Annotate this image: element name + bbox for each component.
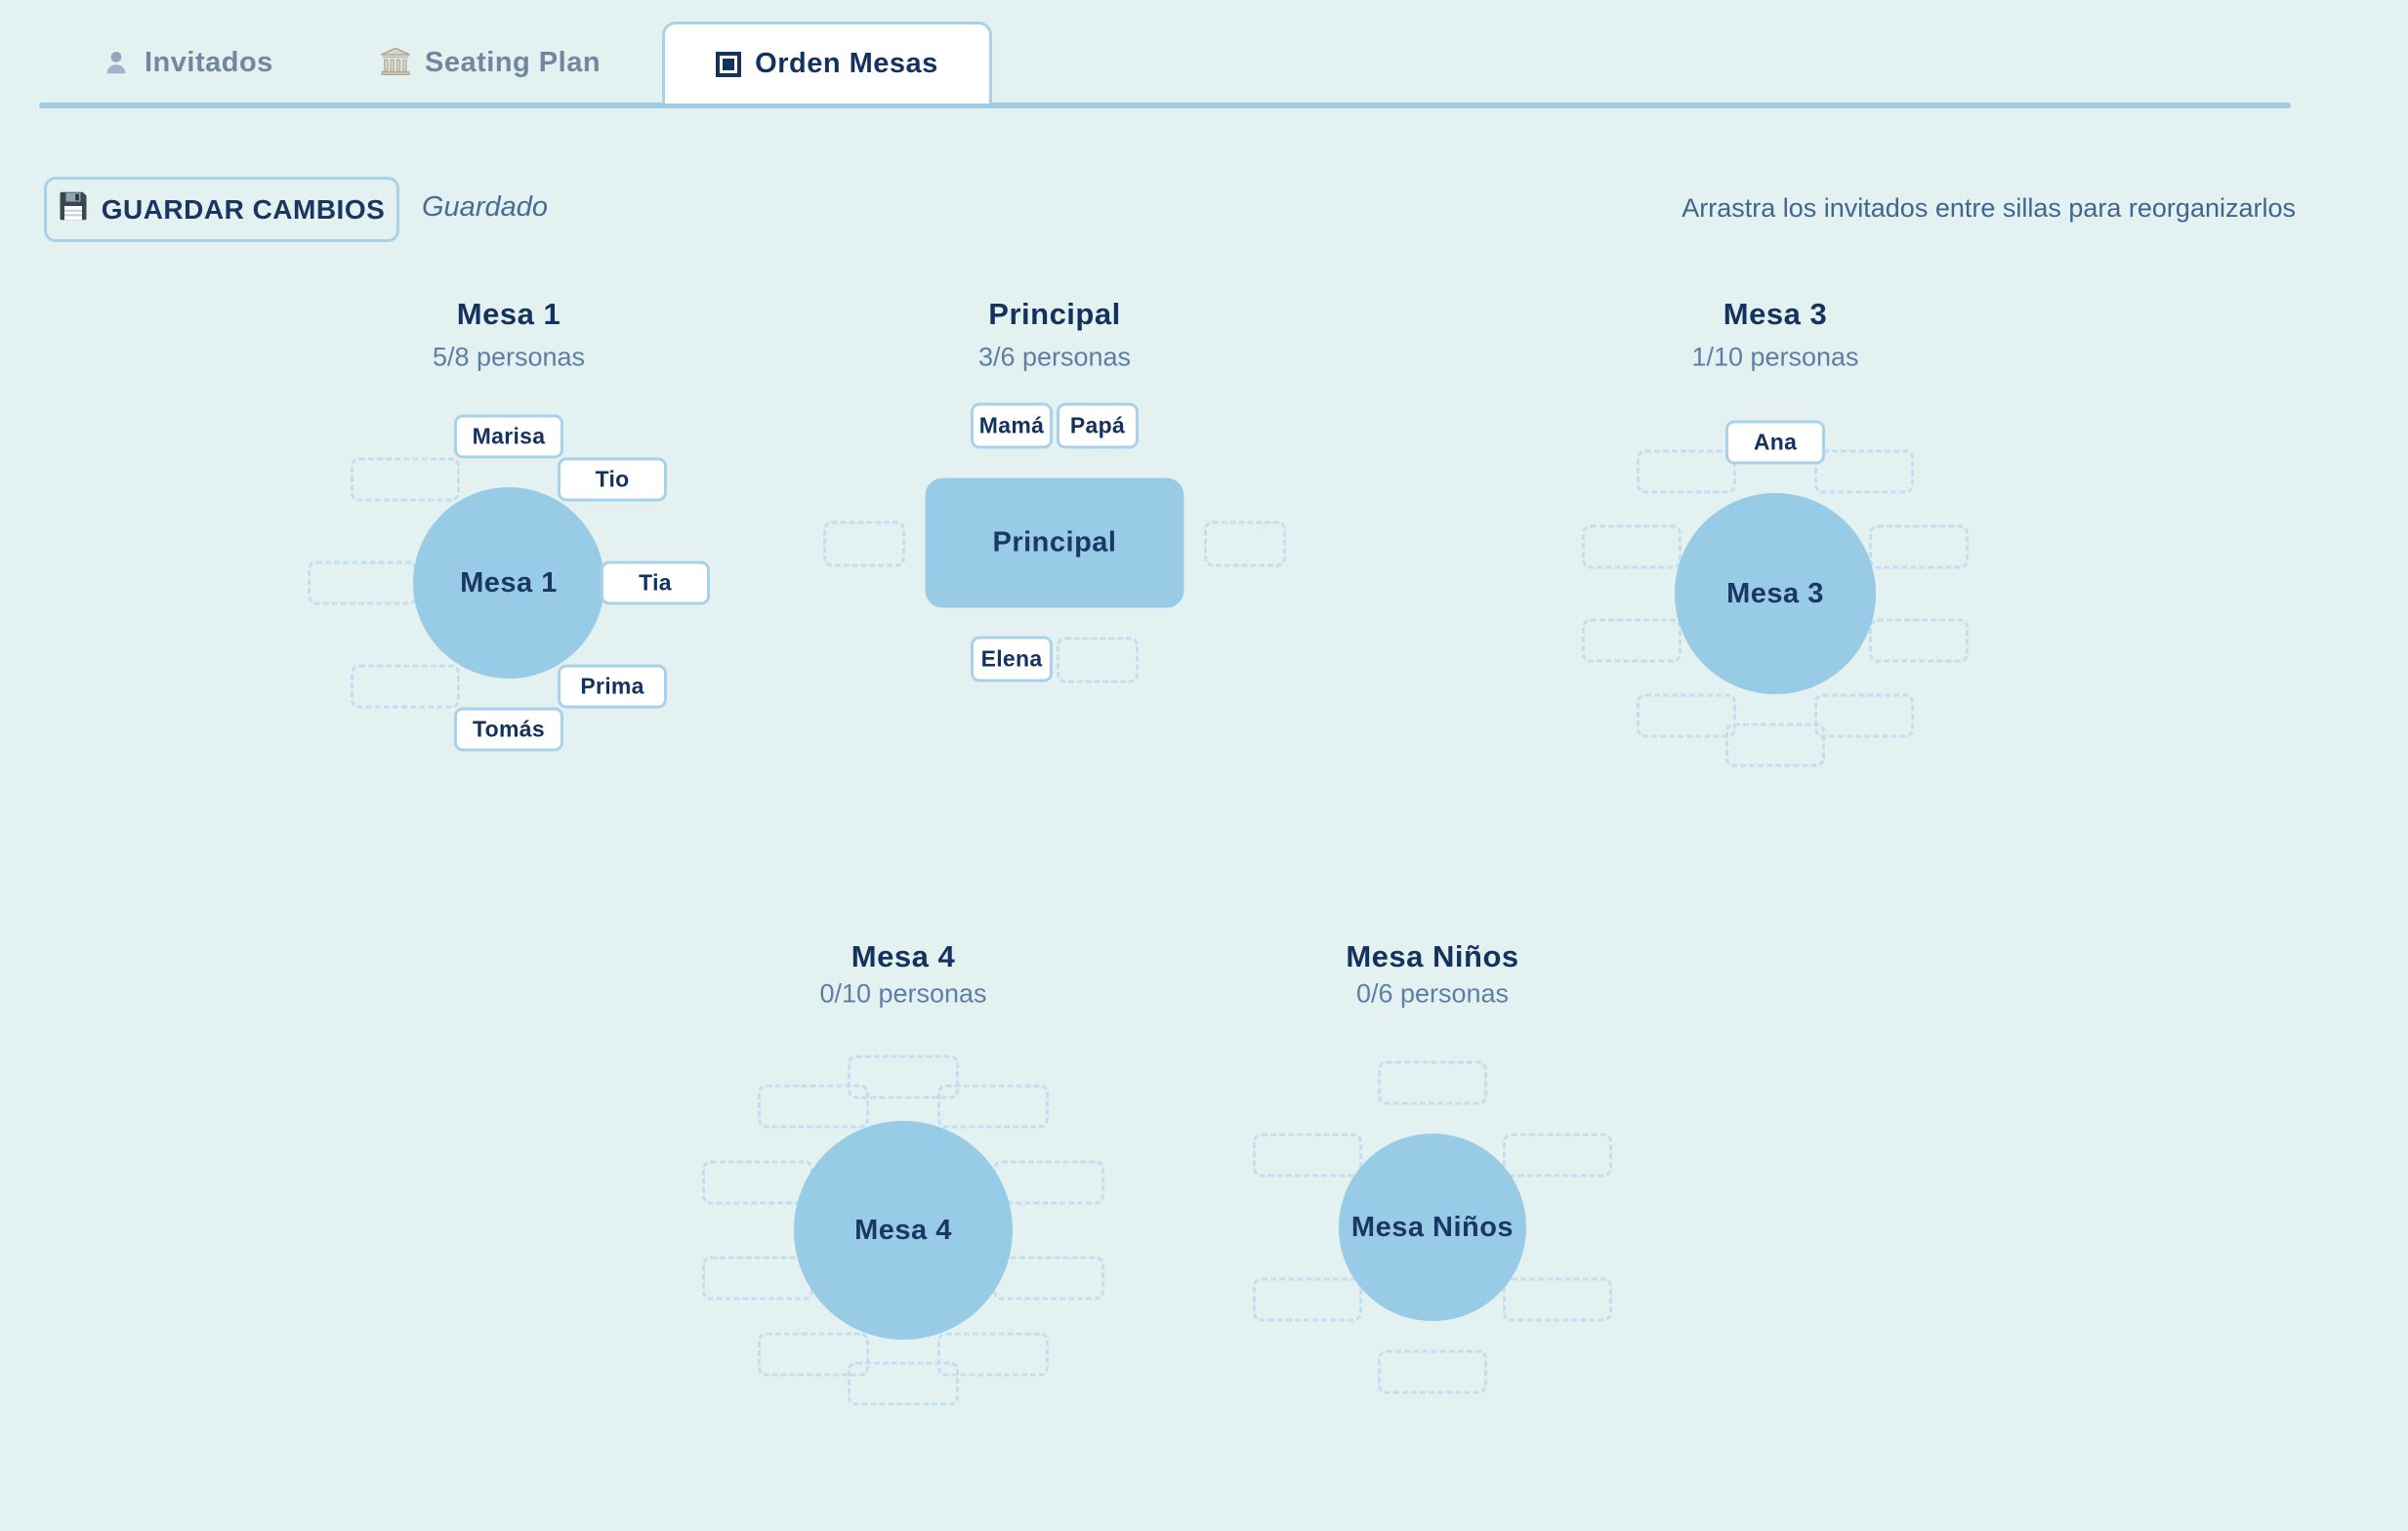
empty-seat-mesa-4-9[interactable] xyxy=(757,1084,869,1129)
table-title-mesa-1: Mesa 1 xyxy=(456,297,561,331)
save-status: Guardado xyxy=(422,191,548,223)
empty-seat-principal-3[interactable] xyxy=(1204,520,1286,567)
guest-chip-principal-4[interactable]: Elena xyxy=(971,636,1053,683)
table-title-mesa-3: Mesa 3 xyxy=(1723,297,1828,331)
table-mesa-3: Mesa 3 xyxy=(1675,493,1876,694)
guest-chip-mesa-1-2[interactable]: Tia xyxy=(601,560,710,605)
table-title-principal: Principal xyxy=(988,297,1121,331)
table-title-mesa-4: Mesa 4 xyxy=(851,939,956,973)
table-grid-icon xyxy=(716,51,742,77)
table-capacity-mesa-4: 0/10 personas xyxy=(819,978,987,1009)
tabbar-underline xyxy=(39,103,2291,108)
tab-orden-mesas[interactable]: Orden Mesas xyxy=(662,21,992,103)
empty-seat-mesa-1-7[interactable] xyxy=(350,457,460,502)
empty-seat-mesa-4-4[interactable] xyxy=(937,1332,1050,1377)
empty-seat-principal-5[interactable] xyxy=(1057,637,1139,683)
table-mesa-4: Mesa 4 xyxy=(794,1121,1013,1340)
empty-seat-mesa-4-2[interactable] xyxy=(993,1160,1105,1205)
person-icon xyxy=(102,48,131,77)
empty-seat-mesa-4-8[interactable] xyxy=(701,1160,813,1205)
guest-chip-mesa-1-3[interactable]: Prima xyxy=(558,664,668,709)
empty-seat-mesa-4-7[interactable] xyxy=(701,1256,813,1301)
empty-seat-mesa-3-7[interactable] xyxy=(1581,618,1681,663)
empty-seat-mesa-ninos-0[interactable] xyxy=(1378,1060,1487,1105)
empty-seat-mesa-3-6[interactable] xyxy=(1636,693,1736,738)
empty-seat-principal-2[interactable] xyxy=(823,520,905,567)
drag-hint: Arrastra los invitados entre sillas para… xyxy=(1681,193,2296,223)
table-mesa-1: Mesa 1 xyxy=(413,487,604,679)
table-capacity-mesa-ninos: 0/6 personas xyxy=(1355,978,1510,1009)
table-capacity-mesa-1: 5/8 personas xyxy=(432,342,586,372)
empty-seat-mesa-3-1[interactable] xyxy=(1814,449,1915,494)
guest-chip-mesa-1-4[interactable]: Tomás xyxy=(454,707,563,752)
table-title-mesa-ninos: Mesa Niños xyxy=(1346,939,1519,973)
tab-bar: Invitados Seating Plan Orden Mesas xyxy=(0,0,2408,117)
empty-seat-mesa-4-1[interactable] xyxy=(937,1084,1050,1129)
tab-invitados[interactable]: Invitados xyxy=(96,35,279,90)
empty-seat-mesa-1-5[interactable] xyxy=(350,664,460,709)
building-icon xyxy=(380,48,411,77)
save-button-label: GUARDAR CAMBIOS xyxy=(101,193,386,225)
empty-seat-mesa-ninos-4[interactable] xyxy=(1252,1277,1362,1322)
guest-chip-mesa-1-1[interactable]: Tio xyxy=(558,457,668,502)
guest-chip-principal-1[interactable]: Papá xyxy=(1057,402,1139,449)
tab-label: Invitados xyxy=(145,46,273,78)
table-principal: Principal xyxy=(925,477,1184,608)
empty-seat-mesa-3-9[interactable] xyxy=(1636,449,1736,494)
save-button[interactable]: GUARDAR CAMBIOS xyxy=(44,177,399,242)
empty-seat-mesa-3-5[interactable] xyxy=(1725,723,1825,767)
empty-seat-mesa-1-6[interactable] xyxy=(308,560,417,605)
empty-seat-mesa-4-5[interactable] xyxy=(848,1361,959,1406)
empty-seat-mesa-4-6[interactable] xyxy=(757,1332,869,1377)
empty-seat-mesa-ninos-1[interactable] xyxy=(1503,1133,1613,1178)
table-mesa-ninos: Mesa Niños xyxy=(1339,1134,1526,1321)
tab-label: Seating Plan xyxy=(425,46,602,78)
guest-chip-principal-0[interactable]: Mamá xyxy=(971,402,1053,449)
empty-seat-mesa-3-4[interactable] xyxy=(1814,693,1915,738)
empty-seat-mesa-ninos-5[interactable] xyxy=(1252,1133,1362,1178)
tab-seating-plan[interactable]: Seating Plan xyxy=(374,35,606,90)
empty-seat-mesa-3-3[interactable] xyxy=(1869,618,1970,663)
tab-label: Orden Mesas xyxy=(755,48,938,79)
guest-chip-mesa-1-0[interactable]: Marisa xyxy=(454,414,563,459)
empty-seat-mesa-4-0[interactable] xyxy=(848,1055,959,1099)
empty-seat-mesa-4-3[interactable] xyxy=(993,1256,1105,1301)
empty-seat-mesa-3-2[interactable] xyxy=(1869,524,1970,569)
table-capacity-mesa-3: 1/10 personas xyxy=(1691,342,1859,372)
empty-seat-mesa-3-8[interactable] xyxy=(1581,524,1681,569)
guest-chip-mesa-3-0[interactable]: Ana xyxy=(1725,420,1825,465)
floppy-disk-icon xyxy=(59,190,88,228)
empty-seat-mesa-ninos-2[interactable] xyxy=(1503,1277,1613,1322)
empty-seat-mesa-ninos-3[interactable] xyxy=(1378,1349,1487,1394)
table-capacity-principal: 3/6 personas xyxy=(977,342,1132,372)
